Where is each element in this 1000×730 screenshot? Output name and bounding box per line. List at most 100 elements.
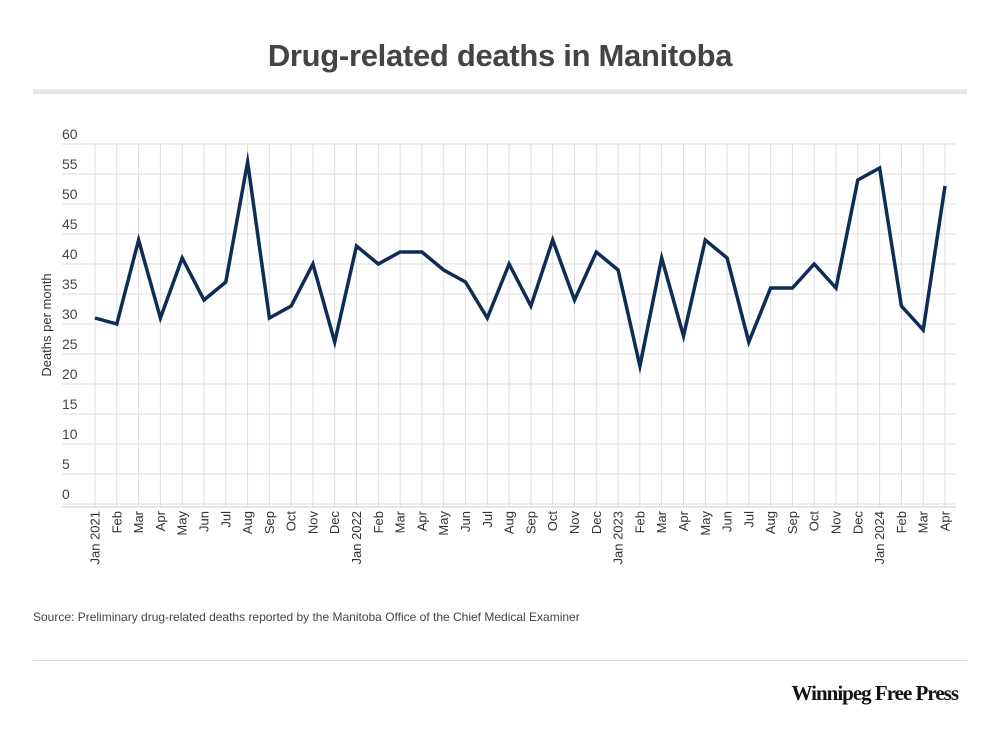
y-tick-label: 0: [62, 486, 70, 502]
x-tick-label: Oct: [284, 511, 299, 532]
x-tick-label: Sep: [785, 511, 800, 534]
x-tick-label: Aug: [240, 511, 255, 534]
y-tick-label: 5: [62, 456, 70, 472]
x-tick-label: Oct: [545, 511, 560, 532]
data-point: [594, 250, 598, 254]
data-point: [93, 316, 97, 320]
x-tick-label: Mar: [131, 510, 146, 533]
x-tick-label: Jan 2022: [349, 511, 364, 565]
y-tick-label: 15: [62, 396, 78, 412]
data-point: [899, 304, 903, 308]
data-point: [834, 286, 838, 290]
data-point: [551, 238, 555, 242]
data-point: [660, 256, 664, 260]
x-tick-label: Nov: [829, 511, 844, 535]
x-axis-tick-labels: Jan 2021 Feb Mar Apr May Jun Jul Aug Sep Oct Nov De…: [88, 510, 953, 564]
data-point: [246, 160, 250, 164]
data-point: [485, 316, 489, 320]
x-tick-label: Mar: [654, 510, 669, 533]
vertical-gridlines: [94, 144, 946, 507]
x-tick-label: Jul: [480, 511, 495, 528]
x-tick-label: Feb: [109, 511, 124, 533]
data-point: [355, 244, 359, 248]
y-tick-label: 10: [62, 426, 78, 442]
footer-divider: [33, 660, 967, 661]
data-point: [137, 238, 141, 242]
x-tick-label: Nov: [305, 511, 320, 535]
y-axis-label: Deaths per month: [39, 273, 54, 376]
data-point: [115, 322, 119, 326]
x-tick-label: Sep: [262, 511, 277, 534]
x-tick-label: Aug: [502, 511, 517, 534]
x-tick-label: Apr: [676, 510, 691, 531]
x-tick-label: Feb: [894, 511, 909, 533]
x-tick-label: Mar: [393, 510, 408, 533]
data-point: [289, 304, 293, 308]
data-point: [878, 166, 882, 170]
x-tick-label: Jan 2024: [872, 511, 887, 565]
x-tick-label: Aug: [763, 511, 778, 534]
data-point: [812, 262, 816, 266]
x-tick-label: Dec: [589, 511, 604, 535]
x-tick-label: May: [175, 511, 190, 536]
x-tick-label: Dec: [327, 511, 342, 535]
x-tick-label: Jul: [741, 511, 756, 528]
data-point: [442, 268, 446, 272]
y-tick-label: 30: [62, 306, 78, 322]
publisher-logo: Winnipeg Free Press: [791, 681, 959, 705]
data-point: [224, 280, 228, 284]
data-point: [921, 328, 925, 332]
data-point: [703, 238, 707, 242]
data-point: [747, 340, 751, 344]
data-point: [507, 262, 511, 266]
x-tick-label: Jun: [720, 511, 735, 532]
y-tick-label: 25: [62, 336, 78, 352]
x-tick-label: Dec: [850, 511, 865, 535]
data-point: [311, 262, 315, 266]
data-point: [856, 178, 860, 182]
source-note: Source: Preliminary drug-related deaths …: [33, 610, 580, 624]
y-tick-label: 60: [62, 126, 78, 142]
line-chart: 0 5 10 15 20 25 30 35 40 45 50 55 60 Jan 2021 Feb Mar A…: [39, 126, 956, 565]
data-point: [725, 256, 729, 260]
chart-title: Drug-related deaths in Manitoba: [267, 38, 733, 73]
data-point: [180, 256, 184, 260]
data-point: [158, 316, 162, 320]
y-tick-label: 45: [62, 216, 78, 232]
x-tick-label: Oct: [807, 511, 822, 532]
data-point: [943, 184, 947, 188]
data-point: [376, 262, 380, 266]
x-tick-label: Jan 2023: [611, 511, 626, 565]
x-tick-label: Feb: [371, 511, 386, 533]
data-point: [638, 364, 642, 368]
data-point: [769, 286, 773, 290]
x-tick-label: Jul: [218, 511, 233, 528]
x-tick-label: May: [436, 511, 451, 536]
x-tick-label: Apr: [153, 510, 168, 531]
series-deaths-per-month: [93, 150, 947, 375]
y-tick-label: 55: [62, 156, 78, 172]
data-point: [790, 286, 794, 290]
data-point: [681, 334, 685, 338]
y-axis-tick-labels: 0 5 10 15 20 25 30 35 40 45 50 55 60: [62, 126, 78, 502]
x-tick-label: Nov: [567, 511, 582, 535]
data-point: [529, 304, 533, 308]
data-point: [333, 340, 337, 344]
data-point: [616, 268, 620, 272]
x-tick-label: Mar: [916, 510, 931, 533]
x-tick-label: Jan 2021: [88, 511, 103, 565]
x-tick-label: Apr: [414, 510, 429, 531]
y-tick-label: 20: [62, 366, 78, 382]
title-divider: [33, 89, 967, 94]
data-point: [202, 298, 206, 302]
x-tick-label: Sep: [523, 511, 538, 534]
data-point: [464, 280, 468, 284]
x-tick-label: Jun: [196, 511, 211, 532]
data-point: [572, 298, 576, 302]
data-point: [398, 250, 402, 254]
series-line: [94, 150, 947, 375]
y-tick-label: 50: [62, 186, 78, 202]
x-tick-label: Apr: [938, 510, 953, 531]
x-tick-label: May: [698, 511, 713, 536]
x-tick-label: Jun: [458, 511, 473, 532]
